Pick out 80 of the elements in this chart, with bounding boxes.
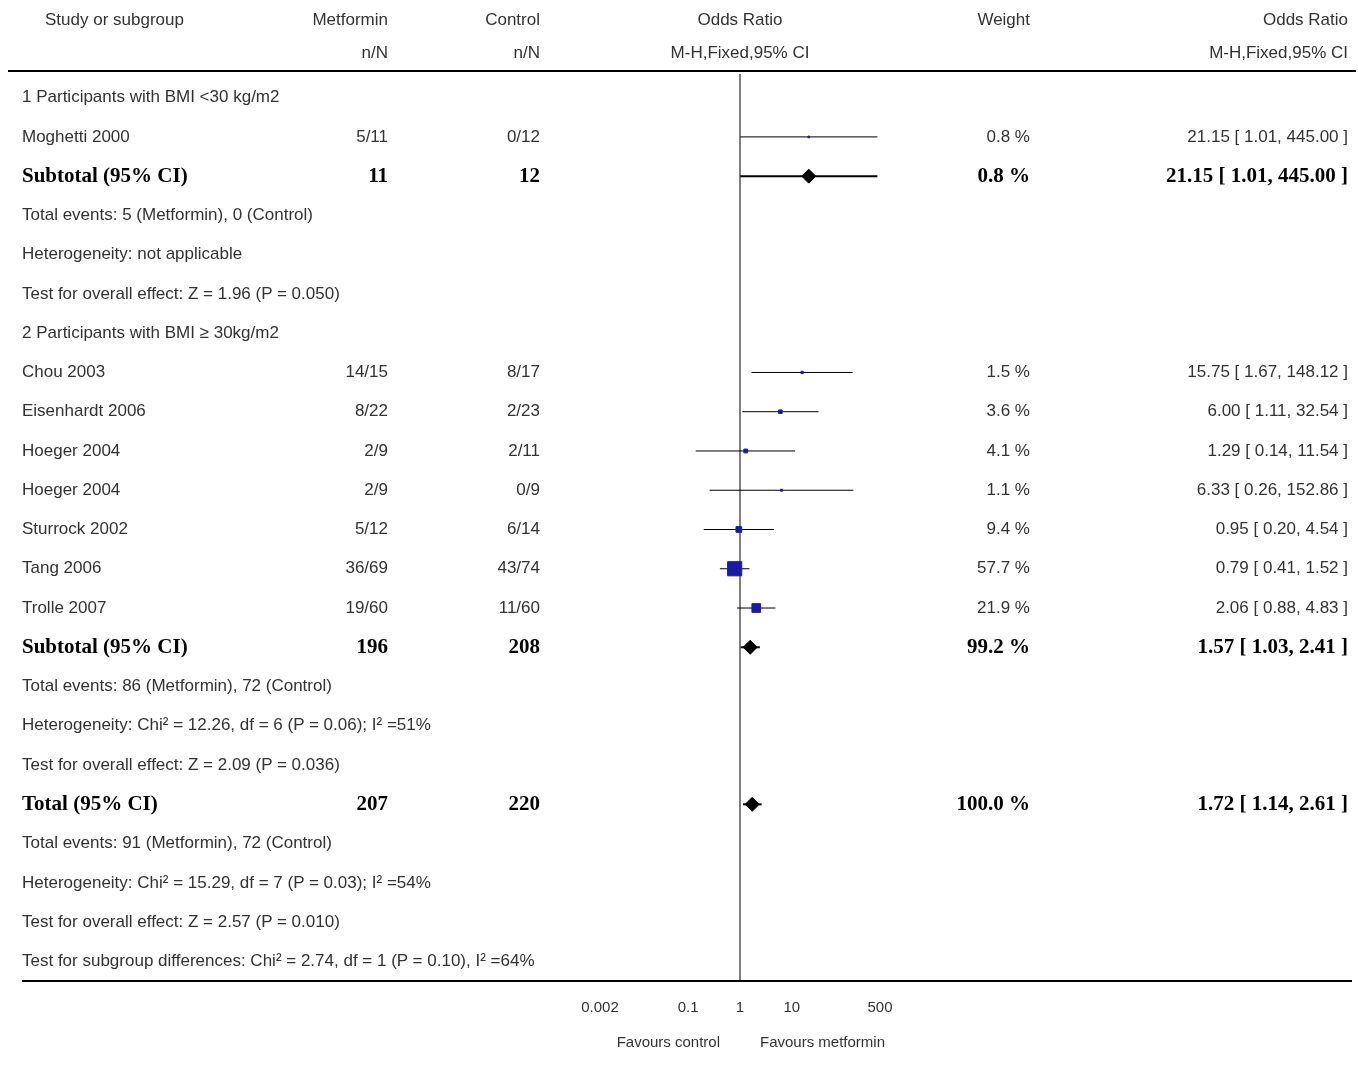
text: 11/60 [498, 597, 540, 617]
text: 11 [368, 162, 388, 187]
text: 1.5 % [986, 362, 1030, 382]
text: 57.7 % [977, 558, 1030, 578]
y-tick-label: Moghetti 2000 [22, 126, 130, 146]
text: 21.15 [ 1.01, 445.00 ] [1166, 162, 1348, 187]
text: 6.33 [ 0.26, 152.86 ] [1196, 479, 1348, 499]
text: 14/15 [345, 362, 388, 382]
text: 21.15 [ 1.01, 445.00 ] [1187, 126, 1348, 146]
y-tick-label: Total events: 86 (Metformin), 72 (Control) [22, 676, 332, 696]
y-tick-label: Sturrock 2002 [22, 519, 128, 539]
text: 1.57 [ 1.03, 2.41 ] [1197, 633, 1348, 658]
text: 0.95 [ 0.20, 4.54 ] [1215, 519, 1348, 539]
text: 1.29 [ 0.14, 11.54 ] [1207, 440, 1348, 460]
y-tick-label: Test for overall effect: Z = 1.96 (P = 0.050) [22, 283, 340, 303]
y-tick-label: Total (95% CI) [22, 790, 158, 815]
text: 2/9 [364, 440, 388, 460]
text: 21.9 % [977, 597, 1030, 617]
text: 220 [508, 790, 540, 815]
x-axis-title: Odds Ratio M-H,Fixed,95% CI [670, 9, 810, 62]
y-tick-label: Heterogeneity: Chi² = 12.26, df = 6 (P = 0.06); I² =51% [22, 715, 431, 735]
text: 2/9 [364, 479, 388, 499]
text: Favours metformin [760, 1033, 886, 1051]
text: 3.6 % [986, 401, 1030, 421]
y-tick-label: Test for overall effect: Z = 2.57 (P = 0.010) [22, 911, 340, 931]
y-tick-label: Tang 2006 [22, 558, 102, 578]
text: 19/60 [345, 597, 388, 617]
text: 207 [356, 790, 388, 815]
text: Odds Ratio M-H,Fixed,95% CI [1209, 9, 1348, 62]
x-tick-label: 500 [867, 998, 893, 1016]
text: 2/23 [506, 401, 540, 421]
y-tick-label: Test for subgroup differences: Chi² = 2.74, df = 1 (P = 0.10), I² =64% [22, 951, 535, 971]
y-tick-label: Heterogeneity: not applicable [22, 244, 243, 264]
y-tick-label: Hoeger 2004 [22, 479, 121, 499]
y-tick-label: Chou 2003 [22, 362, 106, 382]
x-tick-label: 0.1 [677, 998, 699, 1016]
text: Favours control [616, 1033, 720, 1051]
text: 2/11 [508, 440, 540, 460]
x-tick-label: 1 [735, 998, 745, 1016]
y-tick-label: Heterogeneity: Chi² = 15.29, df = 7 (P = 0.03); I² =54% [22, 872, 431, 892]
y-tick-label: Total events: 5 (Metformin), 0 (Control) [22, 205, 313, 225]
text: 196 [356, 633, 388, 658]
text: Weight [977, 9, 1031, 29]
text: 5/12 [354, 519, 388, 539]
text: 5/11 [356, 126, 388, 146]
text: Control n/N [485, 9, 540, 62]
text: Metformin n/N [312, 9, 388, 62]
y-tick-label: 2 Participants with BMI ≥ 30kg/m2 [22, 322, 279, 342]
x-tick-label: 10 [783, 998, 801, 1016]
text: 43/74 [497, 558, 540, 578]
text: 100.0 % [956, 790, 1030, 815]
y-tick-label: Subtotal (95% CI) [22, 162, 188, 187]
y-tick-label: Total events: 91 (Metformin), 72 (Control) [22, 833, 332, 853]
text: 6.00 [ 1.11, 32.54 ] [1207, 401, 1348, 421]
x-tick-label: 0.002 [581, 998, 619, 1016]
text: 99.2 % [967, 633, 1030, 658]
text: 4.1 % [986, 440, 1030, 460]
text: 208 [508, 633, 540, 658]
text: 2.06 [ 0.88, 4.83 ] [1215, 597, 1348, 617]
y-tick-label: Trolle 2007 [22, 597, 107, 617]
text: 8/17 [506, 362, 540, 382]
text: 0.79 [ 0.41, 1.52 ] [1215, 558, 1348, 578]
text: 0/12 [506, 126, 540, 146]
y-tick-label: Eisenhardt 2006 [22, 401, 146, 421]
text: 6/14 [506, 519, 540, 539]
text: 0.8 % [986, 126, 1030, 146]
text: 1.72 [ 1.14, 2.61 ] [1197, 790, 1348, 815]
text: 8/22 [354, 401, 388, 421]
text: 15.75 [ 1.67, 148.12 ] [1187, 362, 1348, 382]
y-tick-label: Subtotal (95% CI) [22, 633, 188, 658]
text: 0.8 % [977, 162, 1030, 187]
y-axis-title: Study or subgroup [45, 9, 184, 29]
text: 9.4 % [986, 519, 1030, 539]
y-tick-label: Test for overall effect: Z = 2.09 (P = 0.036) [22, 754, 340, 774]
text: 12 [519, 162, 540, 187]
text: 0/9 [516, 479, 540, 499]
y-tick-label: Hoeger 2004 [22, 440, 121, 460]
text: 36/69 [345, 558, 388, 578]
y-tick-label: 1 Participants with BMI <30 kg/m2 [22, 87, 280, 107]
text: 1.1 % [986, 479, 1030, 499]
